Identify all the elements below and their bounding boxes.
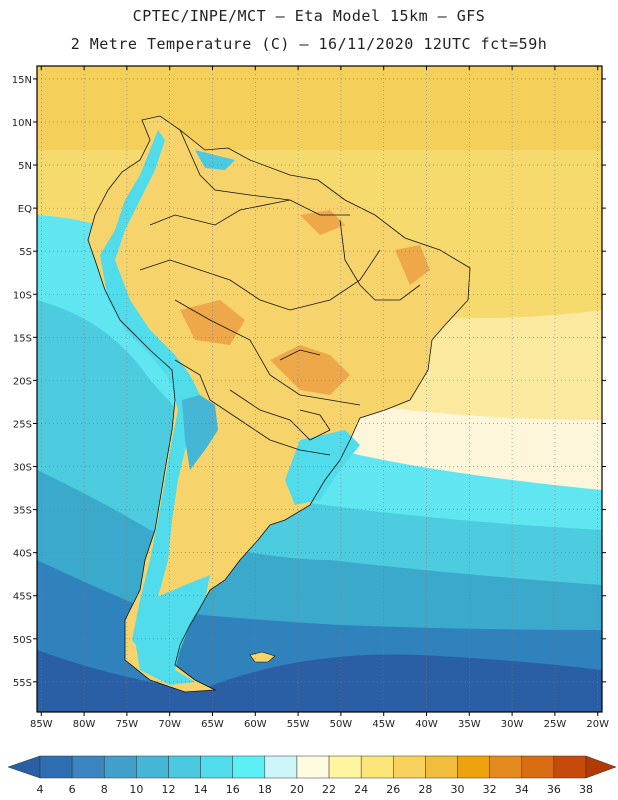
lat-tick-label: EQ [18,204,32,215]
colorbar-label: 8 [101,783,108,796]
lon-tick-label: 25W [544,719,567,730]
lon-tick-label: 85W [30,719,53,730]
colorbar-swatch [489,755,523,779]
lat-tick-label: 40S [13,549,32,560]
colorbar-swatch [232,755,266,779]
lat-tick-label: 20S [13,376,32,387]
colorbar-label: 4 [37,783,44,796]
colorbar-swatch [168,755,201,779]
lon-tick-label: 35W [458,719,481,730]
map-title: CPTEC/INPE/MCT – Eta Model 15km – GFS [132,7,486,25]
colorbar-label: 22 [322,783,336,796]
colorbar-swatch [39,755,73,779]
lat-tick-label: 5S [19,247,32,258]
colorbar-label: 10 [129,783,143,796]
colorbar-label: 26 [386,783,400,796]
lat-tick-label: 15S [13,333,32,344]
colorbar: 4 6 8 10 12 14 16 18 20 22 24 26 28 30 32 34 36 38 [7,755,617,796]
lat-tick-label: 50S [13,635,32,646]
colorbar-high-arrow [585,755,617,779]
colorbar-label: 38 [579,783,593,796]
colorbar-label: 12 [161,783,175,796]
lat-tick-label: 45S [13,592,32,603]
lat-tick-label: 15N [12,75,32,86]
colorbar-label: 24 [354,783,368,796]
lon-tick-label: 20W [586,719,609,730]
lon-tick-label: 55W [287,719,310,730]
lon-tick-label: 50W [330,719,353,730]
colorbar-label: 28 [418,783,432,796]
lon-tick-label: 70W [158,719,181,730]
map-subtitle: 2 Metre Temperature (C) – 16/11/2020 12U… [70,35,548,53]
lat-tick-label: 5N [18,161,32,172]
lon-tick-label: 45W [372,719,395,730]
lon-tick-label: 30W [501,719,524,730]
colorbar-swatch [457,755,490,779]
colorbar-label: 34 [515,783,529,796]
colorbar-low-arrow [7,755,41,779]
lat-tick-label: 30S [13,463,32,474]
colorbar-label: 16 [226,783,240,796]
colorbar-swatch [296,755,330,779]
colorbar-swatch [360,755,394,779]
lat-tick-label: 35S [13,506,32,517]
lon-tick-label: 75W [116,719,139,730]
colorbar-label: 14 [194,783,208,796]
colorbar-swatch [393,755,426,779]
map-frame [36,65,603,713]
lon-tick-label: 60W [244,719,267,730]
colorbar-swatch [521,755,555,779]
colorbar-label: 6 [69,783,76,796]
colorbar-swatch [136,755,169,779]
colorbar-label: 30 [451,783,465,796]
lat-tick-label: 55S [13,678,32,689]
colorbar-swatch [103,755,137,779]
colorbar-swatch [264,755,298,779]
colorbar-swatch [553,755,587,779]
colorbar-swatch [200,755,233,779]
lon-tick-label: 65W [201,719,224,730]
lat-tick-label: 10S [13,290,32,301]
lon-tick-label: 80W [73,719,96,730]
lat-tick-label: 25S [13,419,32,430]
colorbar-swatch [425,755,458,779]
map-field [37,66,602,712]
axis-ticks: 85W 80W 75W 70W 65W 60W 55W 50W 45W 40W 35W 30W 25W 2… [12,66,609,730]
colorbar-swatch [71,755,105,779]
colorbar-swatch [328,755,362,779]
colorbar-label: 32 [483,783,497,796]
lon-tick-label: 40W [415,719,438,730]
colorbar-label: 18 [258,783,272,796]
colorbar-label: 20 [290,783,304,796]
colorbar-label: 36 [547,783,561,796]
lat-tick-label: 10N [12,118,32,129]
